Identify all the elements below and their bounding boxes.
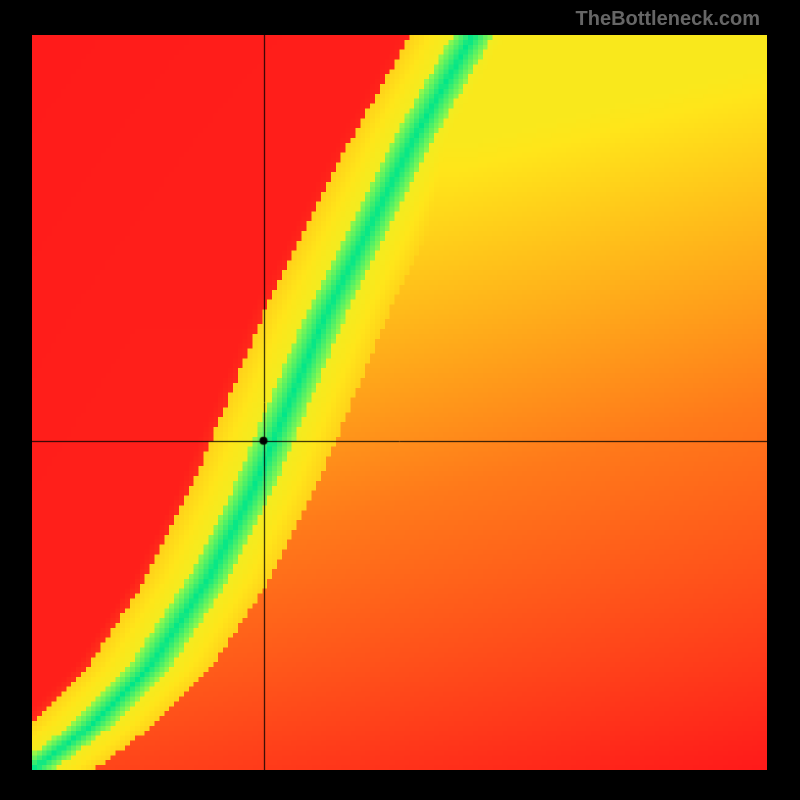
crosshair-overlay: [32, 35, 767, 770]
chart-container: TheBottleneck.com: [0, 0, 800, 800]
watermark-text: TheBottleneck.com: [576, 8, 760, 31]
plot-area: [32, 35, 767, 770]
